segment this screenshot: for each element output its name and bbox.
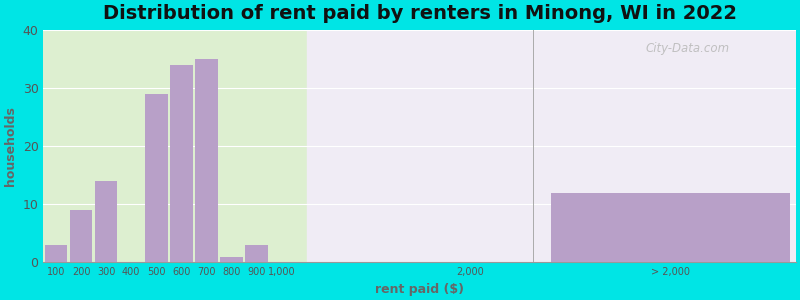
Bar bbox=[70, 210, 92, 262]
Text: City-Data.com: City-Data.com bbox=[646, 42, 730, 55]
Bar bbox=[246, 245, 268, 262]
Bar bbox=[170, 65, 193, 262]
Bar bbox=[45, 245, 67, 262]
Bar bbox=[145, 94, 168, 262]
Bar bbox=[306, 30, 796, 262]
Bar bbox=[195, 59, 218, 262]
Y-axis label: households: households bbox=[4, 106, 17, 186]
Bar bbox=[551, 193, 790, 262]
X-axis label: rent paid ($): rent paid ($) bbox=[375, 283, 464, 296]
Bar bbox=[220, 256, 243, 262]
Bar bbox=[95, 181, 118, 262]
Title: Distribution of rent paid by renters in Minong, WI in 2022: Distribution of rent paid by renters in … bbox=[102, 4, 737, 23]
